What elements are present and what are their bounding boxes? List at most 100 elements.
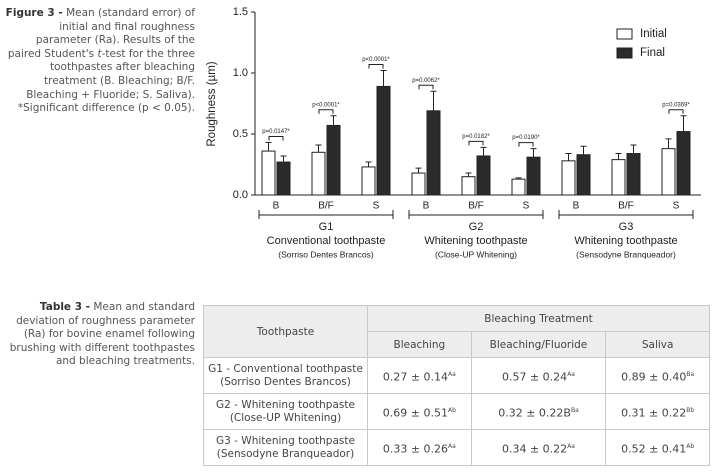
bar <box>311 151 326 196</box>
mean-sd: 0.32 ± 0.22B <box>498 406 571 420</box>
table-row: G2 - Whitening toothpaste (Close-UP White… <box>203 393 710 430</box>
mean-sd: 0.34 ± 0.22 <box>501 442 568 456</box>
group-brand: (Sorriso Dentes Brancos) <box>278 249 374 259</box>
error-bar <box>465 172 472 177</box>
group-bracket <box>258 210 394 219</box>
significance-letters: Ab <box>686 442 695 450</box>
significance-letters: Bb <box>686 406 695 414</box>
significance-bracket <box>418 84 434 90</box>
mean-sd: 0.69 ± 0.51 <box>382 406 448 420</box>
bar <box>626 153 641 196</box>
group-label: G2 <box>469 221 484 233</box>
value-cell: 0.27 ± 0.14Aa <box>367 357 472 394</box>
significance-letters: Aa <box>448 442 456 450</box>
group-label: G1 <box>319 221 334 233</box>
value-cell: 0.52 ± 0.41Ab <box>605 429 710 466</box>
error-bar <box>330 115 337 126</box>
legend-label: Final <box>640 47 665 59</box>
toothpaste-name: G3 - Whitening toothpaste <box>216 434 355 447</box>
bar <box>511 178 526 196</box>
caption-label: Table 3 - <box>39 301 91 313</box>
x-tick-label: B/F <box>318 201 334 212</box>
bar <box>576 154 591 196</box>
bar <box>426 110 441 196</box>
bar <box>326 124 341 196</box>
x-tick-label: S <box>373 201 380 212</box>
figure-caption: Figure 3 - Mean (standard error) of init… <box>4 7 195 116</box>
p-value: p=0.0182* <box>462 134 490 140</box>
significance-bracket <box>668 109 684 114</box>
table: Toothpaste Bleaching Treatment Bleaching B… <box>203 305 710 466</box>
significance-bracket <box>468 140 484 146</box>
value-cell: 0.33 ± 0.26Aa <box>367 429 472 466</box>
error-bar <box>365 161 372 167</box>
group-label: G3 <box>619 221 634 233</box>
group-brand: (Sensodyne Branqueador) <box>576 249 676 259</box>
p-value: p<0.0001* <box>312 102 340 108</box>
error-bar <box>380 70 387 87</box>
x-tick-label: B/F <box>468 201 484 212</box>
toothpaste-brand: (Close-UP Whitening) <box>229 411 342 424</box>
y-axis-label: Roughness (µm) <box>206 61 218 146</box>
row-label: G1 - Conventional toothpaste (Sorriso Den… <box>203 357 368 394</box>
toothpaste-name: G2 - Whitening toothpaste <box>216 398 355 411</box>
header-cell: Bleaching <box>367 331 472 358</box>
value-cell: 0.34 ± 0.22Aa <box>470 429 607 466</box>
error-bar <box>315 144 322 153</box>
p-value: p=0.0369* <box>662 102 690 108</box>
mean-sd: 0.27 ± 0.14 <box>382 370 449 384</box>
significance-letters: Ab <box>447 406 456 414</box>
x-tick-label: B <box>573 201 580 212</box>
error-bar <box>530 148 537 158</box>
caption-italic: t <box>97 47 102 60</box>
caption-text: -test for the three toothpastes after bl… <box>17 47 195 115</box>
header-cell: Toothpaste <box>203 305 368 358</box>
y-tick-label: 0.0 <box>233 189 248 201</box>
toothpaste-name: G1 - Conventional toothpaste <box>208 362 363 375</box>
significance-letters: Ba <box>686 370 695 378</box>
legend-label: Initial <box>640 28 667 40</box>
p-value: p=0.0147* <box>262 129 290 135</box>
bar <box>561 160 576 196</box>
legend-swatch <box>616 47 633 59</box>
p-value: p<0.0001* <box>362 57 390 63</box>
caption-label: Figure 3 - <box>5 7 63 19</box>
bar <box>476 155 491 196</box>
y-tick-label: 1.0 <box>233 67 248 79</box>
significance-letters: Aa <box>567 370 575 378</box>
row-label: G3 - Whitening toothpaste (Sensodyne Bran… <box>203 429 368 466</box>
header-cell: Saliva <box>605 331 710 358</box>
significance-bracket <box>368 64 384 69</box>
error-bar <box>665 138 672 149</box>
significance-bracket <box>268 136 284 141</box>
bar <box>526 156 541 196</box>
group-name: Whitening toothpaste <box>424 235 527 247</box>
error-bar <box>430 90 437 111</box>
error-bar <box>615 153 622 160</box>
bar <box>676 131 691 196</box>
significance-letters: Ba <box>570 406 579 414</box>
significance-letters: Aa <box>448 370 456 378</box>
significance-letters: Aa <box>567 442 575 450</box>
error-bar <box>265 142 272 152</box>
mean-sd: 0.89 ± 0.40 <box>621 370 687 384</box>
table-row: G3 - Whitening toothpaste (Sensodyne Bran… <box>203 429 710 466</box>
bar <box>661 148 676 196</box>
x-tick-label: S <box>523 201 530 212</box>
toothpaste-brand: (Sensodyne Branqueador) <box>216 447 355 460</box>
x-tick-label: B <box>423 201 430 212</box>
value-cell: 0.89 ± 0.40Ba <box>605 357 710 394</box>
error-bar <box>565 153 572 161</box>
x-tick-label: B/F <box>618 201 634 212</box>
value-cell: 0.69 ± 0.51Ab <box>367 393 472 430</box>
caption-text: Mean (standard error) of initial and fin… <box>7 7 195 60</box>
legend-swatch <box>616 28 633 40</box>
mean-sd: 0.52 ± 0.41 <box>621 442 687 456</box>
bar <box>261 150 276 196</box>
error-bar <box>630 144 637 154</box>
group-bracket <box>408 210 544 219</box>
chart: Roughness (µm) 0.0 0.5 1.0 1.5 Bp=0.0147* B/F… <box>206 6 701 259</box>
error-bar <box>580 145 587 155</box>
error-bar <box>515 177 522 180</box>
